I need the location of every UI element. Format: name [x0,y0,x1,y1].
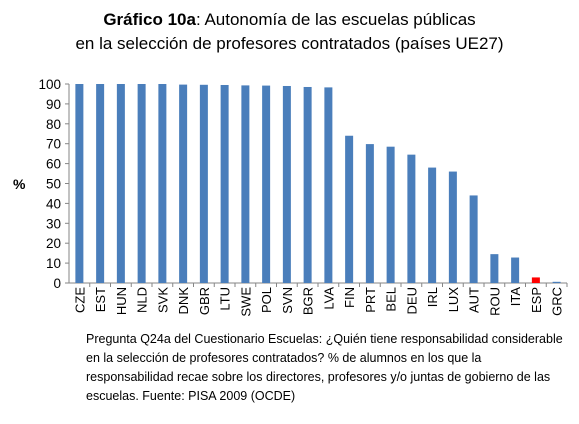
x-tick-label-cze: CZE [72,287,87,313]
chart-subtitle: en la selección de profesores contratado… [75,34,504,53]
y-tick-label: 50 [46,177,61,192]
chart-title-line: Gráfico 10a: Autonomía de las escuelas p… [0,8,579,32]
bar-prt [365,144,374,283]
chart-title-block: Gráfico 10a: Autonomía de las escuelas p… [0,8,579,56]
x-axis-labels: CZE EST HUN NLD SVK DNK GBR LTU SWE POL SVN BGR LVA F… [72,287,564,317]
chart-title-bold: Gráfico 10a [103,10,196,29]
chart-bars [75,84,561,284]
x-tick-label-fin: FIN [342,287,357,308]
y-tick-label: 30 [46,216,61,231]
x-tick-label-esp: ESP [529,287,544,313]
y-tick-label: 100 [38,77,61,92]
x-tick-label-ltu: LTU [218,287,233,311]
x-tick-label-gbr: GBR [197,287,212,315]
x-tick-label-aut: AUT [467,287,482,313]
x-tick-label-hun: HUN [114,287,129,315]
bar-bgr [303,86,312,283]
x-tick-label-dnk: DNK [176,287,191,315]
x-tick-label-svn: SVN [280,287,295,314]
bar-pol [262,85,271,283]
x-tick-label-irl: IRL [425,287,440,307]
x-tick-label-ita: ITA [508,287,523,307]
x-tick-label-deu: DEU [404,287,419,314]
chart-footnote: Pregunta Q24a del Cuestionario Escuelas:… [86,332,563,403]
y-tick-label: 20 [46,236,61,251]
bar-lux [448,171,457,283]
y-tick-label: 90 [46,97,61,112]
x-tick-label-lux: LUX [446,287,461,313]
bar-svn [282,85,291,284]
x-tick-label-bel: BEL [384,287,399,312]
bar-bel [386,146,395,283]
bar-ita [511,257,520,283]
bar-esp [531,277,540,283]
bar-hun [116,84,125,283]
y-tick-label: 60 [46,157,61,172]
y-tick-label: 10 [46,256,61,271]
bar-fin [345,135,354,283]
x-tick-label-bgr: BGR [301,287,316,315]
x-tick-label-prt: PRT [363,287,378,313]
x-tick-label-nld: NLD [135,287,150,313]
bar-deu [407,154,416,283]
bar-lva [324,87,333,284]
y-tick-label: 80 [46,117,61,132]
bar-grc [552,281,561,283]
bar-est [96,84,105,283]
bar-ltu [220,84,229,284]
y-axis-ticks: 0 10 20 30 40 50 60 70 80 90 100 [38,77,69,291]
y-axis-label: % [13,176,26,192]
bar-aut [469,195,478,283]
x-tick-label-pol: POL [259,287,274,313]
bar-svk [158,84,167,283]
bar-rou [490,254,499,283]
y-tick-label: 40 [46,196,61,211]
bar-gbr [199,84,208,284]
x-tick-label-est: EST [93,287,108,312]
chart-title-rest: : Autonomía de las escuelas públicas [195,10,476,29]
x-tick-label-lva: LVA [321,287,336,310]
bar-irl [428,167,437,283]
y-tick-label: 70 [46,137,61,152]
bar-swe [241,85,250,283]
x-tick-label-swe: SWE [238,287,253,317]
bar-dnk [179,84,188,283]
bar-cze [75,84,84,283]
x-tick-label-rou: ROU [487,287,502,316]
x-tick-label-grc: GRC [550,287,565,316]
bar-nld [137,84,146,283]
x-tick-label-svk: SVK [155,287,170,313]
y-tick-label: 0 [53,276,61,291]
